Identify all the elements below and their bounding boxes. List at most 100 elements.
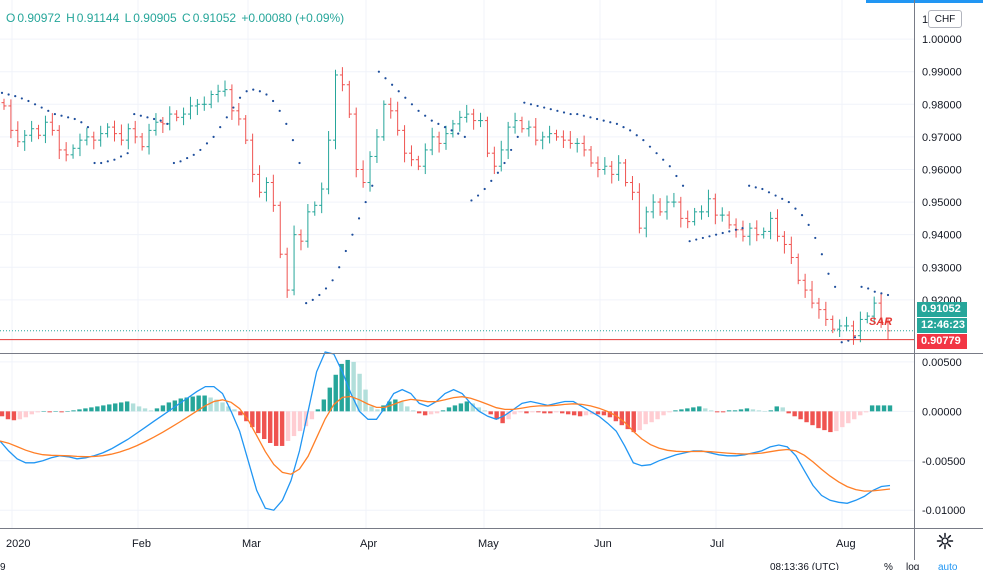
macd-histogram-bar [518, 411, 523, 413]
macd-histogram-bar [232, 409, 237, 412]
price-axis-label-top: 1. [922, 14, 931, 26]
macd-histogram-bar [709, 410, 714, 412]
gear-icon[interactable] [936, 532, 954, 550]
sar-dot [417, 109, 420, 112]
auto-toggle[interactable]: auto [938, 562, 958, 570]
sar-dot [662, 158, 665, 161]
macd-histogram-bar [351, 361, 356, 412]
macd-histogram-bar [291, 411, 297, 437]
macd-histogram-bar [95, 406, 100, 412]
macd-histogram-bar [583, 411, 589, 416]
sar-dot [199, 148, 202, 152]
macd-histogram-bar [166, 402, 172, 412]
time-axis-label: 2020 [6, 538, 30, 550]
sar-dot [602, 119, 605, 122]
macd-histogram-bar [858, 411, 863, 416]
macd-histogram-bar [142, 408, 148, 412]
sar-dot [133, 112, 136, 116]
macd-histogram-bar [744, 408, 750, 412]
macd-histogram-bar [59, 411, 64, 413]
sar-dot [86, 126, 90, 129]
sar-dot [721, 231, 724, 235]
sar-value-badge: 0.90779 [917, 334, 967, 349]
macd-histogram-bar [667, 411, 672, 413]
macd-histogram-bar [23, 411, 29, 418]
sar-dot [741, 227, 744, 230]
sar-dot [543, 106, 546, 109]
sar-dot [324, 287, 328, 290]
macd-histogram-bar [863, 411, 869, 413]
sar-dot [192, 153, 195, 156]
macd-histogram-bar [607, 411, 613, 418]
sar-dot [767, 191, 771, 194]
bottom-bar: 9 08:13:36 (UTC) % log auto [0, 560, 983, 570]
macd-histogram-bar [405, 406, 410, 412]
macd-histogram-bar [762, 411, 768, 412]
bottom-left-text: 9 [0, 562, 6, 570]
sar-dot [27, 99, 30, 103]
sar-dot [853, 336, 857, 339]
sar-dot [298, 161, 301, 165]
sar-dot [424, 114, 427, 117]
sar-dot [688, 240, 691, 243]
macd-histogram-bar [875, 405, 881, 412]
sar-dot [708, 235, 711, 238]
sar-dot [364, 200, 367, 204]
sar-dot [404, 96, 407, 99]
sar-dot [562, 111, 566, 114]
sar-dot [67, 116, 70, 119]
close-value: 0.91052 [192, 11, 237, 25]
macd-histogram-bar [17, 411, 23, 420]
sar-dot [754, 186, 757, 189]
macd-histogram-bar [697, 406, 702, 412]
sar-dot [100, 161, 103, 165]
log-toggle[interactable]: log [906, 562, 920, 570]
macd-histogram-bar [321, 399, 327, 412]
percent-toggle[interactable]: % [884, 562, 893, 570]
macd-histogram-bar [411, 410, 416, 412]
price-axis-label: 0.97000 [922, 132, 962, 144]
sar-dot [271, 99, 275, 103]
macd-histogram-bar [643, 411, 648, 425]
sar-dot [576, 112, 579, 116]
sar-dot [761, 187, 764, 191]
sar-dot [523, 101, 526, 104]
sar-dot [880, 292, 883, 295]
macd-histogram-bar [41, 411, 46, 412]
macd-histogram-bar [154, 408, 160, 412]
price-axis-label: 0.99000 [922, 67, 962, 79]
sar-dot [529, 103, 533, 106]
sar-dot [152, 117, 156, 121]
sar-dot [569, 112, 572, 116]
macd-histogram-bar [148, 410, 154, 412]
macd-histogram-bar [756, 410, 762, 412]
currency-button[interactable]: CHF [928, 10, 962, 28]
macd-histogram-bar [214, 399, 219, 412]
macd-histogram-bar [655, 411, 660, 420]
macd-histogram-bar [852, 411, 857, 420]
sar-dot [582, 114, 585, 117]
macd-histogram-bar [500, 411, 505, 424]
sar-dot [410, 103, 414, 106]
sar-dot [470, 199, 473, 202]
sar-dot [807, 223, 810, 226]
macd-histogram-bar [685, 408, 690, 412]
macd-histogram-bar [679, 409, 684, 412]
time-axis-label: Jul [710, 538, 724, 550]
sar-dot [258, 90, 261, 93]
macd-histogram-bar [661, 411, 666, 416]
macd-histogram-bar [422, 411, 428, 416]
macd-histogram-bar [792, 411, 797, 417]
open-label: O [6, 11, 16, 25]
sar-dot [681, 184, 685, 187]
macd-histogram-bar [631, 411, 636, 433]
sar-dot [615, 122, 619, 125]
macd-histogram-bar [554, 411, 559, 413]
sar-dot [371, 184, 374, 187]
time-axis-label: Jun [594, 538, 612, 550]
price-axis-label: 0.93000 [922, 262, 962, 274]
sar-dot [40, 106, 43, 109]
macd-line [0, 351, 891, 511]
sar-dot [787, 200, 790, 204]
